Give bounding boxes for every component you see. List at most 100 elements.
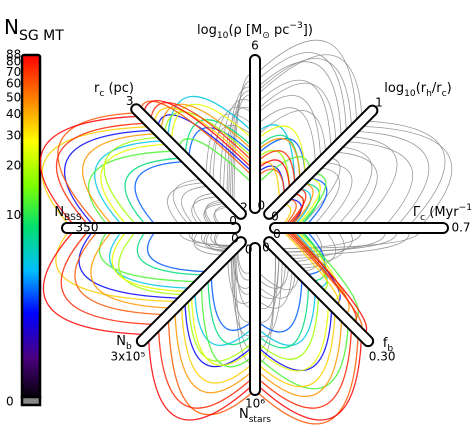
edge xyxy=(163,111,256,161)
label-part: 10 xyxy=(217,31,229,41)
edge xyxy=(180,301,256,384)
label-part: N xyxy=(239,407,249,422)
edge xyxy=(190,291,256,366)
edge xyxy=(254,125,306,178)
axis-tick-label: 350 xyxy=(76,221,99,235)
label-part: N xyxy=(116,334,126,349)
edge xyxy=(341,141,413,229)
axis-title: Nstars xyxy=(239,407,271,425)
label-part: h xyxy=(426,89,432,99)
edge xyxy=(153,107,256,168)
edge xyxy=(181,185,213,229)
edge xyxy=(111,227,192,293)
label-part: (Myr xyxy=(425,205,459,220)
edge xyxy=(356,125,453,229)
axis-title: Γc (Myr−1) xyxy=(413,203,472,223)
edge xyxy=(60,227,159,326)
edge xyxy=(184,298,256,368)
edge xyxy=(254,95,322,163)
edge xyxy=(254,58,353,132)
edge xyxy=(209,125,256,183)
edge xyxy=(139,100,256,179)
label-part: (pc) xyxy=(104,81,134,96)
edge xyxy=(167,182,210,229)
edge xyxy=(100,143,172,229)
axis xyxy=(132,105,245,218)
edge xyxy=(254,301,330,372)
edge xyxy=(254,288,316,346)
edge xyxy=(254,107,316,168)
edge xyxy=(55,227,182,303)
colorbar-tick-label: 70 xyxy=(6,65,21,79)
label-part: log xyxy=(384,81,404,96)
edge xyxy=(147,334,256,421)
colorbar-tick-label: 88 xyxy=(6,48,21,62)
label-part: c xyxy=(99,89,104,99)
label-part: (ρ [M xyxy=(228,23,262,38)
colorbar xyxy=(20,53,42,402)
axis-title: Nb xyxy=(116,334,132,352)
edge xyxy=(254,265,293,309)
edge xyxy=(254,150,296,189)
edge xyxy=(254,82,337,147)
edge xyxy=(166,95,256,141)
axis-title: rc (pc) xyxy=(94,81,134,99)
colorbar-tick-label: 30 xyxy=(6,129,21,143)
label-part: Γ xyxy=(413,205,421,220)
edge xyxy=(254,304,333,372)
label-part: −3 xyxy=(289,21,303,31)
label-part: c xyxy=(442,89,447,99)
label-part: BSS xyxy=(64,213,82,223)
edge xyxy=(320,161,353,229)
edge xyxy=(146,227,212,273)
edge xyxy=(310,167,340,229)
edge xyxy=(149,102,256,165)
axis-tick-label: 0.30 xyxy=(369,350,396,364)
label-part: SG MT xyxy=(19,28,64,44)
label-part: (r xyxy=(416,81,427,96)
edge xyxy=(254,39,358,127)
edge xyxy=(351,130,430,229)
axis-tick-label: 10⁶ xyxy=(245,397,265,411)
axis xyxy=(265,238,373,346)
edge xyxy=(205,113,256,179)
axis-tick-label: 3x10⁵ xyxy=(110,350,145,364)
axis-title: log10(rh/rc) xyxy=(384,81,451,99)
label-part: N xyxy=(4,15,19,39)
label-part: b xyxy=(387,344,393,354)
edge xyxy=(90,227,175,309)
colorbar-tick-label: 80 xyxy=(6,55,21,69)
edge xyxy=(331,151,378,229)
edge xyxy=(254,321,349,390)
axis-tick-label: 0 xyxy=(273,227,281,241)
edge xyxy=(157,324,256,409)
edge xyxy=(254,324,353,409)
colorbar-tick-label: 0 xyxy=(6,395,14,409)
edge xyxy=(94,139,168,229)
edge xyxy=(142,100,256,172)
axis-tick-label: 1 xyxy=(375,96,383,110)
colorbar-tick-label: 60 xyxy=(6,77,21,91)
axis-tick-label: 0 xyxy=(231,232,239,246)
edge xyxy=(78,227,185,299)
edge xyxy=(254,54,363,121)
axis-tick-label: 0 xyxy=(258,199,266,213)
edge xyxy=(254,52,347,137)
edge xyxy=(362,120,446,229)
edge xyxy=(170,103,256,145)
edge xyxy=(223,107,256,197)
colorbar-tick-label: 10 xyxy=(6,208,21,222)
edge xyxy=(254,331,359,425)
axis-tick-label: 0.7 xyxy=(451,221,470,235)
edge xyxy=(124,157,186,229)
edge xyxy=(57,112,140,229)
edge xyxy=(98,227,202,283)
edges xyxy=(39,39,453,425)
edge xyxy=(210,271,256,331)
label-part: ) xyxy=(447,81,452,96)
label-part: b xyxy=(126,342,132,352)
edge xyxy=(42,227,149,336)
edge xyxy=(254,291,320,360)
edge xyxy=(172,178,206,229)
